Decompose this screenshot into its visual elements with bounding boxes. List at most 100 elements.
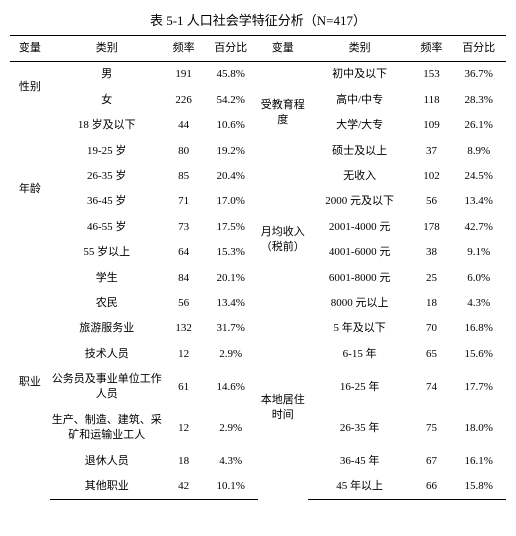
cell-freq: 84 <box>164 266 204 291</box>
cell-pct2: 18.0% <box>451 408 506 449</box>
cell-pct: 2.9% <box>203 342 258 367</box>
cell-cat2: 大学/大专 <box>308 113 412 138</box>
cell-pct2: 42.7% <box>451 215 506 240</box>
header-pct: 百分比 <box>203 36 258 62</box>
cell-cat: 46-55 岁 <box>50 215 164 240</box>
cell-cat2: 8000 元以上 <box>308 291 412 316</box>
cell-pct: 20.4% <box>203 164 258 189</box>
table-row: 性别男19145.8%受教育程度初中及以下15336.7% <box>10 62 506 88</box>
cell-pct2: 17.7% <box>451 367 506 408</box>
cell-freq2: 70 <box>412 316 452 341</box>
cell-freq: 44 <box>164 113 204 138</box>
cell-pct: 10.6% <box>203 113 258 138</box>
cell-cat: 19-25 岁 <box>50 139 164 164</box>
cell-pct2: 28.3% <box>451 88 506 113</box>
cell-freq2: 66 <box>412 474 452 500</box>
cell-cat: 技术人员 <box>50 342 164 367</box>
group-label-left: 年龄 <box>10 113 50 265</box>
group-label-right: 本地居住时间 <box>258 316 308 500</box>
cell-pct: 15.3% <box>203 240 258 265</box>
cell-freq2: 56 <box>412 189 452 214</box>
cell-freq: 12 <box>164 342 204 367</box>
cell-cat: 男 <box>50 62 164 88</box>
cell-freq: 73 <box>164 215 204 240</box>
cell-cat2: 36-45 年 <box>308 449 412 474</box>
cell-pct: 4.3% <box>203 449 258 474</box>
cell-freq: 56 <box>164 291 204 316</box>
cell-pct2: 4.3% <box>451 291 506 316</box>
cell-cat: 退休人员 <box>50 449 164 474</box>
cell-pct: 2.9% <box>203 408 258 449</box>
cell-pct: 31.7% <box>203 316 258 341</box>
cell-cat: 生产、制造、建筑、采矿和运输业工人 <box>50 408 164 449</box>
cell-cat2: 2000 元及以下 <box>308 189 412 214</box>
cell-freq: 42 <box>164 474 204 500</box>
cell-freq: 12 <box>164 408 204 449</box>
header-pct2: 百分比 <box>451 36 506 62</box>
cell-pct: 45.8% <box>203 62 258 88</box>
table-row: 旅游服务业13231.7%本地居住时间5 年及以下7016.8% <box>10 316 506 341</box>
header-row: 变量 类别 频率 百分比 变量 类别 频率 百分比 <box>10 36 506 62</box>
cell-pct: 54.2% <box>203 88 258 113</box>
cell-cat2: 6001-8000 元 <box>308 266 412 291</box>
cell-pct2: 6.0% <box>451 266 506 291</box>
cell-freq2: 74 <box>412 367 452 408</box>
cell-freq2: 153 <box>412 62 452 88</box>
cell-freq2: 75 <box>412 408 452 449</box>
cell-pct2: 24.5% <box>451 164 506 189</box>
cell-cat2: 5 年及以下 <box>308 316 412 341</box>
cell-pct: 10.1% <box>203 474 258 500</box>
cell-cat: 其他职业 <box>50 474 164 500</box>
demographics-table: 变量 类别 频率 百分比 变量 类别 频率 百分比 性别男19145.8%受教育… <box>10 35 506 500</box>
cell-freq2: 38 <box>412 240 452 265</box>
cell-pct: 17.5% <box>203 215 258 240</box>
cell-pct: 19.2% <box>203 139 258 164</box>
header-freq2: 频率 <box>412 36 452 62</box>
cell-freq2: 37 <box>412 139 452 164</box>
group-label-left: 职业 <box>10 266 50 500</box>
table-row: 26-35 岁8520.4%月均收入（税前）无收入10224.5% <box>10 164 506 189</box>
cell-cat: 女 <box>50 88 164 113</box>
table-title: 表 5-1 人口社会学特征分析（N=417） <box>10 10 506 29</box>
header-cat2: 类别 <box>308 36 412 62</box>
header-var2: 变量 <box>258 36 308 62</box>
cell-pct2: 15.8% <box>451 474 506 500</box>
cell-freq: 80 <box>164 139 204 164</box>
cell-cat2: 无收入 <box>308 164 412 189</box>
cell-pct2: 13.4% <box>451 189 506 214</box>
cell-cat2: 16-25 年 <box>308 367 412 408</box>
cell-cat2: 初中及以下 <box>308 62 412 88</box>
cell-freq: 226 <box>164 88 204 113</box>
cell-cat: 农民 <box>50 291 164 316</box>
cell-cat: 学生 <box>50 266 164 291</box>
header-var: 变量 <box>10 36 50 62</box>
cell-pct: 20.1% <box>203 266 258 291</box>
cell-cat: 旅游服务业 <box>50 316 164 341</box>
cell-pct: 14.6% <box>203 367 258 408</box>
cell-freq2: 178 <box>412 215 452 240</box>
header-freq: 频率 <box>164 36 204 62</box>
cell-freq2: 102 <box>412 164 452 189</box>
cell-freq: 61 <box>164 367 204 408</box>
cell-freq2: 109 <box>412 113 452 138</box>
cell-pct2: 16.1% <box>451 449 506 474</box>
cell-cat: 18 岁及以下 <box>50 113 164 138</box>
cell-cat: 26-35 岁 <box>50 164 164 189</box>
cell-pct2: 15.6% <box>451 342 506 367</box>
cell-pct: 13.4% <box>203 291 258 316</box>
group-label-left: 性别 <box>10 62 50 113</box>
cell-freq2: 65 <box>412 342 452 367</box>
cell-pct2: 16.8% <box>451 316 506 341</box>
header-cat: 类别 <box>50 36 164 62</box>
cell-freq2: 67 <box>412 449 452 474</box>
cell-cat: 36-45 岁 <box>50 189 164 214</box>
cell-cat2: 26-35 年 <box>308 408 412 449</box>
cell-cat2: 4001-6000 元 <box>308 240 412 265</box>
group-label-right: 月均收入（税前） <box>258 164 308 316</box>
cell-pct2: 26.1% <box>451 113 506 138</box>
cell-freq2: 18 <box>412 291 452 316</box>
cell-pct2: 8.9% <box>451 139 506 164</box>
cell-freq: 18 <box>164 449 204 474</box>
cell-cat: 55 岁以上 <box>50 240 164 265</box>
cell-pct: 17.0% <box>203 189 258 214</box>
